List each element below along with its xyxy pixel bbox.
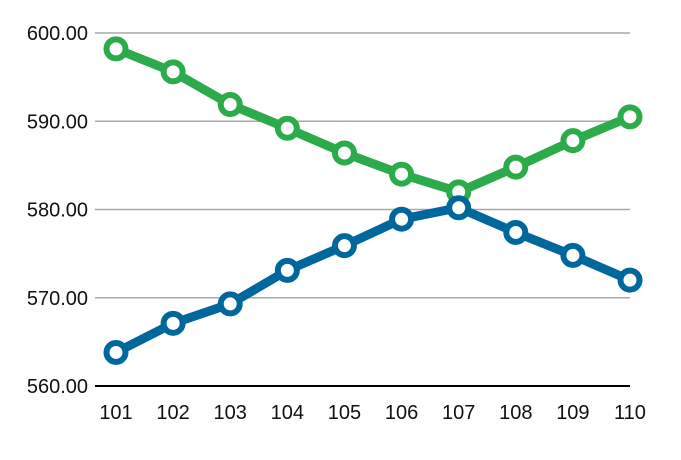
series-2 [103,195,643,365]
x-tick-label: 103 [214,402,247,424]
data-point [560,128,586,154]
x-tick-label: 101 [99,402,132,424]
x-tick-label: 104 [271,402,304,424]
data-point [331,233,357,259]
data-point [446,195,472,221]
y-tick-label: 580.00 [27,200,88,222]
data-point [389,161,415,187]
x-tick-label: 105 [328,402,361,424]
x-tick-label: 109 [556,402,589,424]
series-group [103,36,643,365]
y-tick-label: 590.00 [27,111,88,133]
data-point [503,219,529,245]
y-tick-label: 600.00 [27,23,88,45]
data-point [274,257,300,283]
data-point [617,267,643,293]
data-point [217,291,243,317]
data-point [160,59,186,85]
data-point [331,140,357,166]
y-tick-label: 570.00 [27,288,88,310]
y-tick-label: 560.00 [27,376,88,398]
series-line [111,203,635,357]
x-tick-label: 107 [442,402,475,424]
data-point [160,310,186,336]
x-tick-label: 106 [385,402,418,424]
series-line [111,44,635,197]
x-tick-label: 110 [614,402,646,424]
y-axis-tick-labels: 560.00 570.00 580.00 590.00 600.00 [27,23,88,398]
data-point [274,115,300,141]
x-tick-label: 102 [156,402,189,424]
series-1 [103,36,643,205]
data-point [103,36,129,62]
x-axis-tick-labels: 101 102 103 104 105 106 107 108 109 110 [99,402,646,424]
data-point [217,91,243,117]
data-point [617,104,643,130]
x-tick-label: 108 [499,402,532,424]
data-point [503,154,529,180]
gridlines [95,32,630,299]
data-point [103,339,129,365]
data-point [389,206,415,232]
data-point [560,242,586,268]
